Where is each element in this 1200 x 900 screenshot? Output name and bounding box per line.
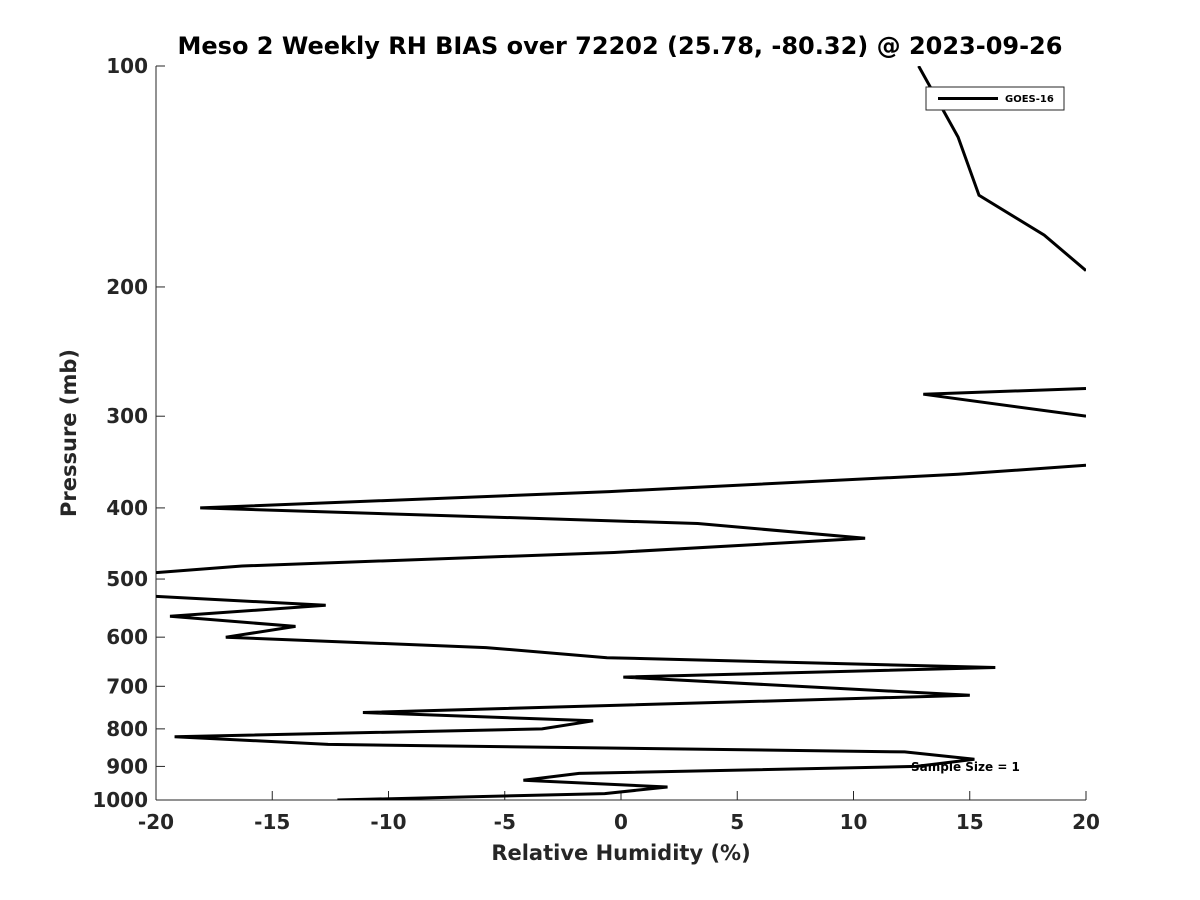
y-axis-ticks: 100 200 300 400 500 600 700 800 900 1000 [92, 54, 165, 812]
legend: GOES-16 [925, 86, 1065, 111]
y-tick-label: 600 [106, 625, 148, 649]
x-tick-label: -5 [494, 810, 516, 834]
x-tick-label: 10 [840, 810, 868, 834]
y-tick-label: 200 [106, 275, 148, 299]
x-tick-label: -15 [254, 810, 290, 834]
series-group [156, 66, 1086, 800]
y-axis-label: Pressure (mb) [57, 349, 81, 517]
y-tick-label: 700 [106, 674, 148, 698]
y-tick-label: 1000 [92, 788, 148, 812]
x-tick-label: -10 [370, 810, 406, 834]
x-tick-label: 20 [1072, 810, 1100, 834]
x-axis-label: Relative Humidity (%) [491, 841, 750, 865]
y-tick-label: 400 [106, 496, 148, 520]
x-tick-label: 0 [614, 810, 628, 834]
sample-size-annotation: Sample Size = 1 [911, 760, 1020, 774]
y-tick-label: 800 [106, 717, 148, 741]
x-axis-ticks: -20 -15 -10 -5 0 5 10 15 20 [138, 791, 1100, 834]
legend-label: GOES-16 [1005, 94, 1054, 105]
y-tick-label: 100 [106, 54, 148, 78]
y-tick-label: 300 [106, 404, 148, 428]
series-line-segment [917, 66, 1086, 272]
x-tick-label: 5 [730, 810, 744, 834]
series-line-segment [923, 387, 1086, 418]
plot-area [155, 66, 1086, 801]
x-tick-label: -20 [138, 810, 174, 834]
y-tick-label: 500 [106, 567, 148, 591]
series-line-segment [156, 463, 1086, 575]
series-line-segment [156, 594, 996, 800]
y-tick-label: 900 [106, 754, 148, 778]
chart-title: Meso 2 Weekly RH BIAS over 72202 (25.78,… [178, 32, 1063, 60]
x-tick-label: 15 [956, 810, 984, 834]
